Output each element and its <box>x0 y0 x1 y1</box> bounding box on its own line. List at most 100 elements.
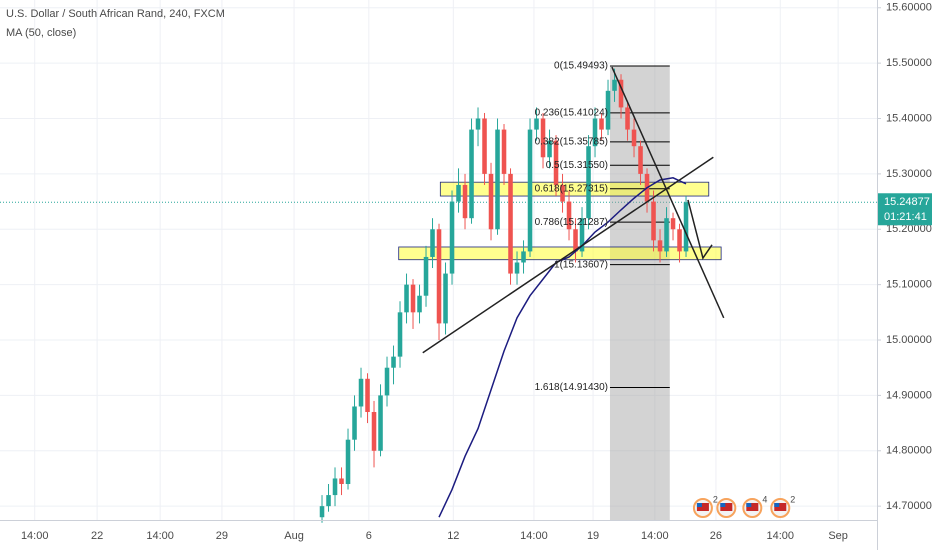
last-price-box <box>878 193 932 226</box>
candle-body <box>605 90 611 130</box>
candles <box>319 68 689 523</box>
fib-range <box>609 65 670 520</box>
candle-body <box>573 229 578 252</box>
candle-body <box>332 478 338 496</box>
x-tick-label: Aug <box>284 530 304 542</box>
candle-body <box>547 140 552 158</box>
candle-body <box>417 295 422 313</box>
candle-body <box>319 506 325 518</box>
zone <box>398 246 722 261</box>
candle-body <box>612 79 617 91</box>
x-tick-label: 19 <box>587 530 599 542</box>
candle-body <box>365 378 370 413</box>
candle-body <box>378 395 383 451</box>
x-tick-label: 12 <box>447 530 459 542</box>
candle-body <box>495 129 500 230</box>
fib-label: 0(15.49493) <box>554 61 608 72</box>
candle-body <box>514 262 520 274</box>
indicator-legend: MA (50, close) <box>6 27 76 39</box>
ma-line <box>438 176 687 518</box>
candle-body <box>404 284 409 313</box>
event-flag <box>696 503 709 511</box>
x-tick-label: 14:00 <box>641 530 669 542</box>
candle-body <box>553 140 559 185</box>
candle-body <box>566 201 572 230</box>
x-tick-label: 14:00 <box>21 530 49 542</box>
y-tick-label: 14.70000 <box>886 500 932 512</box>
candle-body <box>391 356 396 368</box>
y-tick-label: 15.00000 <box>886 334 932 346</box>
countdown: 01:21:41 <box>884 211 927 223</box>
candle-body <box>475 118 481 130</box>
candle-body <box>488 173 494 230</box>
drawings <box>398 65 722 520</box>
y-tick-label: 14.80000 <box>886 445 932 457</box>
trendline <box>422 156 714 354</box>
candle-body <box>345 439 351 485</box>
last-price-label: 15.24877 <box>884 196 930 208</box>
candle-body <box>540 118 546 158</box>
candle-body <box>384 367 390 396</box>
event-flag <box>774 503 787 511</box>
x-tick-label: 14:00 <box>520 530 548 542</box>
fib-label: 0.786(15.21287) <box>535 217 608 228</box>
fib-label: 0.382(15.35785) <box>535 136 608 147</box>
candle-body <box>339 478 344 485</box>
candle-body <box>436 229 442 324</box>
x-tick-label: Sep <box>828 530 848 542</box>
candle-body <box>651 201 656 241</box>
event-flag-canton <box>746 503 752 507</box>
x-tick-label: 6 <box>366 530 372 542</box>
candle-body <box>670 218 676 230</box>
candle-body <box>352 406 357 440</box>
y-tick-label: 15.40000 <box>886 112 932 124</box>
y-tick-label: 15.10000 <box>886 279 932 291</box>
event-count: 4 <box>762 494 767 504</box>
x-tick-label: 14:00 <box>146 530 174 542</box>
overlay: 0(15.49493) 0.236(15.41024) 0.382(15.35785… <box>422 61 725 393</box>
fib-label: 1.618(14.91430) <box>535 382 608 393</box>
candle-body <box>586 146 591 219</box>
candle-body <box>430 229 435 257</box>
candle-body <box>410 284 416 313</box>
candle-body <box>397 312 403 357</box>
fib-label: 0.618(15.27315) <box>535 183 608 194</box>
candle-body <box>449 201 455 274</box>
x-tick-label: 29 <box>216 530 228 542</box>
event-count: 2 <box>790 494 795 504</box>
candle-body <box>326 495 331 507</box>
candle-body <box>501 129 507 174</box>
trendline <box>611 66 725 319</box>
y-tick-label: 15.20000 <box>886 223 932 235</box>
candle-body <box>534 118 539 130</box>
x-tick-label: 26 <box>710 530 722 542</box>
y-tick-label: 15.30000 <box>886 168 932 180</box>
event-flag-canton <box>720 503 726 507</box>
candle-body <box>625 107 630 130</box>
event-flag <box>746 503 759 511</box>
candle-body <box>638 146 643 174</box>
candle-body <box>443 273 448 324</box>
event-count: 2 <box>713 494 718 504</box>
candle-body <box>527 129 533 252</box>
candle-body <box>579 218 585 252</box>
candle-body <box>423 256 429 296</box>
candle-body <box>371 412 377 451</box>
candle-body <box>618 79 624 108</box>
candle-body <box>521 251 526 263</box>
candle-body <box>592 118 598 147</box>
candle-body <box>677 229 682 252</box>
y-tick-label: 15.50000 <box>886 57 932 69</box>
event-flag-canton <box>774 503 780 507</box>
y-tick-label: 14.90000 <box>886 389 932 401</box>
candle-body <box>631 129 637 147</box>
fib-label: 0.5(15.31550) <box>546 160 608 171</box>
y-tick-label: 15.60000 <box>886 2 932 14</box>
candle-body <box>599 118 604 130</box>
event-flag-canton <box>696 503 702 507</box>
trendline <box>687 199 713 260</box>
x-tick-label: 22 <box>91 530 103 542</box>
candle-body <box>508 173 513 274</box>
fib-label: 0.236(15.41024) <box>535 107 608 118</box>
